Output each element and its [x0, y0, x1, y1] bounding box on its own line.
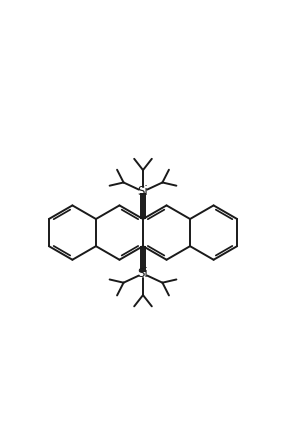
- Text: Si: Si: [138, 267, 148, 280]
- Text: Si: Si: [138, 185, 148, 198]
